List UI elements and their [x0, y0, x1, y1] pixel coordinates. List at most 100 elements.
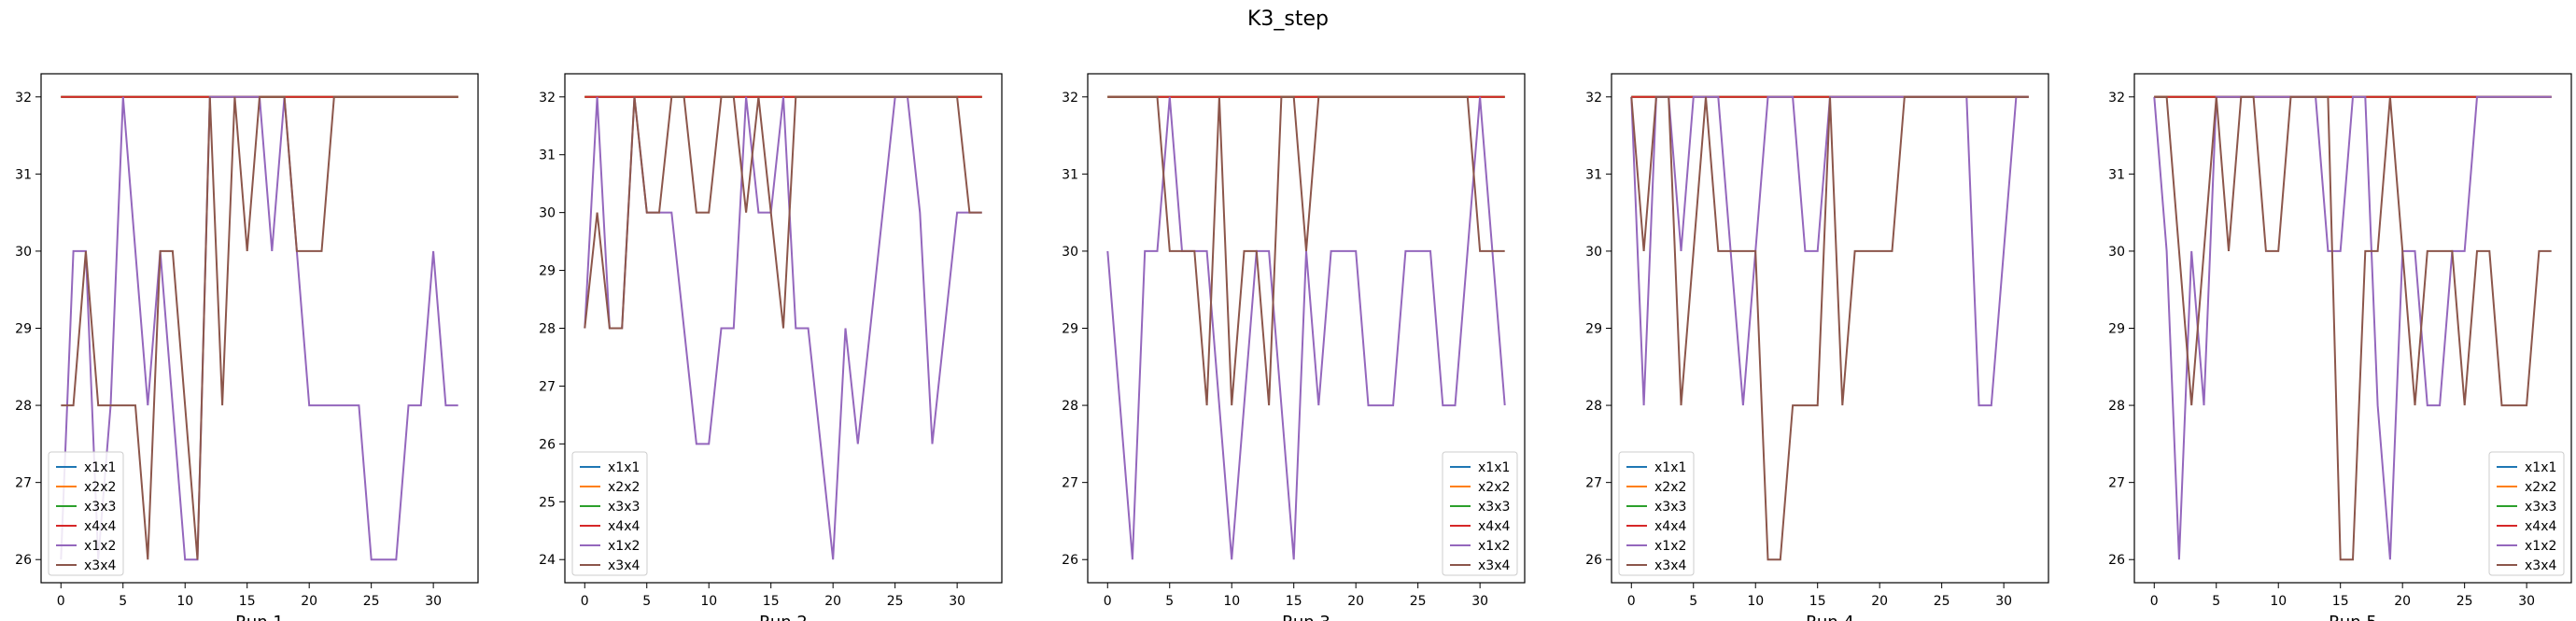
subplot-run-3: 05101520253026272829303132Run 3x1x1x2x2x…	[1062, 73, 1526, 621]
y-tick-label: 30	[2108, 245, 2125, 260]
legend-label-x2x2: x2x2	[1478, 480, 1510, 495]
subplot-run-5: 05101520253026272829303132Run 5x1x1x2x2x…	[2108, 73, 2572, 621]
x-axis-label: Run 1	[235, 613, 284, 621]
legend: x1x1 x2x2 x3x3 x4x4 x1x2 x3x4	[571, 451, 648, 576]
legend-label-x3x3: x3x3	[84, 500, 116, 515]
y-tick-label: 24	[539, 553, 556, 568]
x-tick-label: 30	[949, 594, 965, 609]
legend-label-x1x1: x1x1	[1478, 460, 1510, 475]
y-tick-label: 29	[15, 322, 32, 337]
series-line-x1x2	[1630, 95, 2029, 407]
x-tick-label: 15	[1809, 594, 1826, 609]
x-tick-label: 0	[1104, 594, 1112, 609]
x-tick-label: 5	[642, 594, 651, 609]
legend-label-x2x2: x2x2	[2525, 480, 2556, 495]
y-tick-label: 26	[15, 553, 32, 568]
y-tick-label: 26	[539, 437, 556, 452]
y-tick-label: 29	[1062, 322, 1078, 337]
x-tick-label: 5	[1165, 594, 1174, 609]
x-tick-label: 0	[57, 594, 65, 609]
x-tick-label: 10	[2270, 594, 2287, 609]
legend-label-x3x3: x3x3	[2525, 500, 2556, 515]
series-line-x3x4	[584, 95, 982, 330]
x-axis-label: Run 3	[1282, 613, 1330, 621]
y-tick-label: 30	[1062, 245, 1078, 260]
legend: x1x1 x2x2 x3x3 x4x4 x1x2 x3x4	[2488, 451, 2565, 576]
legend-label-x3x3: x3x3	[1478, 500, 1510, 515]
x-tick-label: 25	[363, 594, 380, 609]
x-tick-label: 25	[1934, 594, 1950, 609]
legend-label-x1x1: x1x1	[608, 460, 640, 475]
y-tick-label: 27	[2108, 476, 2125, 491]
x-tick-label: 15	[763, 594, 780, 609]
legend-label-x1x2: x1x2	[1654, 539, 1686, 554]
x-tick-label: 0	[2150, 594, 2159, 609]
legend-label-x3x3: x3x3	[608, 500, 640, 515]
y-tick-label: 30	[15, 245, 32, 260]
series-line-x3x4	[1107, 95, 1505, 406]
y-tick-label: 32	[2108, 91, 2125, 106]
x-tick-label: 25	[1410, 594, 1427, 609]
legend-label-x2x2: x2x2	[1654, 480, 1686, 495]
y-tick-label: 28	[2108, 399, 2125, 414]
y-tick-label: 27	[1585, 476, 1602, 491]
x-tick-label: 5	[1689, 594, 1697, 609]
x-tick-label: 0	[581, 594, 589, 609]
y-tick-label: 28	[15, 399, 32, 414]
y-tick-label: 32	[539, 91, 556, 106]
y-tick-label: 30	[539, 206, 556, 221]
y-tick-label: 31	[1585, 167, 1602, 182]
legend-label-x3x4: x3x4	[1654, 558, 1686, 573]
x-tick-label: 10	[1747, 594, 1764, 609]
legend-label-x2x2: x2x2	[608, 480, 640, 495]
y-tick-label: 28	[1585, 399, 1602, 414]
x-tick-label: 15	[2332, 594, 2349, 609]
y-tick-label: 29	[1585, 322, 1602, 337]
legend-label-x4x4: x4x4	[2525, 519, 2556, 534]
x-tick-label: 25	[887, 594, 904, 609]
x-tick-label: 30	[2518, 594, 2535, 609]
x-tick-label: 20	[1871, 594, 1888, 609]
y-tick-label: 26	[2108, 553, 2125, 568]
x-tick-label: 20	[1347, 594, 1364, 609]
y-tick-label: 28	[1062, 399, 1078, 414]
y-tick-label: 32	[1062, 91, 1078, 106]
series-line-x3x4	[61, 95, 458, 560]
series-line-x3x4	[2154, 95, 2552, 561]
y-tick-label: 25	[539, 495, 556, 510]
legend-label-x4x4: x4x4	[84, 519, 116, 534]
x-tick-label: 15	[239, 594, 256, 609]
y-tick-label: 26	[1062, 553, 1078, 568]
y-tick-label: 27	[539, 379, 556, 394]
figure-title: K3_step	[1247, 7, 1329, 31]
subplot-run-1: 05101520253026272829303132Run 1x1x1x2x2x…	[15, 73, 479, 621]
x-axis-label: Run 2	[759, 613, 808, 621]
legend-label-x3x4: x3x4	[1478, 558, 1510, 573]
x-tick-label: 5	[119, 594, 127, 609]
legend-label-x4x4: x4x4	[1654, 519, 1686, 534]
legend-label-x4x4: x4x4	[608, 519, 640, 534]
x-tick-label: 30	[425, 594, 442, 609]
legend-label-x1x2: x1x2	[84, 539, 116, 554]
subplots: 0 5 10 15 20 25 30 26 27 28 29 30 31 32 Run 1 x1x1 x2x2 x…	[15, 73, 2572, 621]
x-tick-label: 20	[2394, 594, 2411, 609]
legend: x1x1 x2x2 x3x3 x4x4 x1x2 x3x4	[48, 451, 124, 576]
y-tick-label: 32	[1585, 91, 1602, 106]
legend-label-x3x4: x3x4	[2525, 558, 2556, 573]
legend-label-x1x2: x1x2	[1478, 539, 1510, 554]
y-tick-label: 28	[539, 322, 556, 337]
x-tick-label: 10	[176, 594, 193, 609]
subplot-run-2: 051015202530242526272829303132Run 2x1x1x…	[539, 73, 1003, 621]
x-tick-label: 30	[1995, 594, 2012, 609]
legend-label-x1x2: x1x2	[608, 539, 640, 554]
legend: x1x1 x2x2 x3x3 x4x4 x1x2 x3x4	[1618, 451, 1695, 576]
x-tick-label: 0	[1627, 594, 1636, 609]
legend-label-x1x2: x1x2	[2525, 539, 2556, 554]
y-tick-label: 26	[1585, 553, 1602, 568]
series-line-x3x4	[1630, 95, 2029, 561]
legend: x1x1 x2x2 x3x3 x4x4 x1x2 x3x4	[1442, 451, 1518, 576]
y-tick-label: 29	[2108, 322, 2125, 337]
x-axis-label: Run 4	[1806, 613, 1854, 621]
x-axis-label: Run 5	[2329, 613, 2377, 621]
